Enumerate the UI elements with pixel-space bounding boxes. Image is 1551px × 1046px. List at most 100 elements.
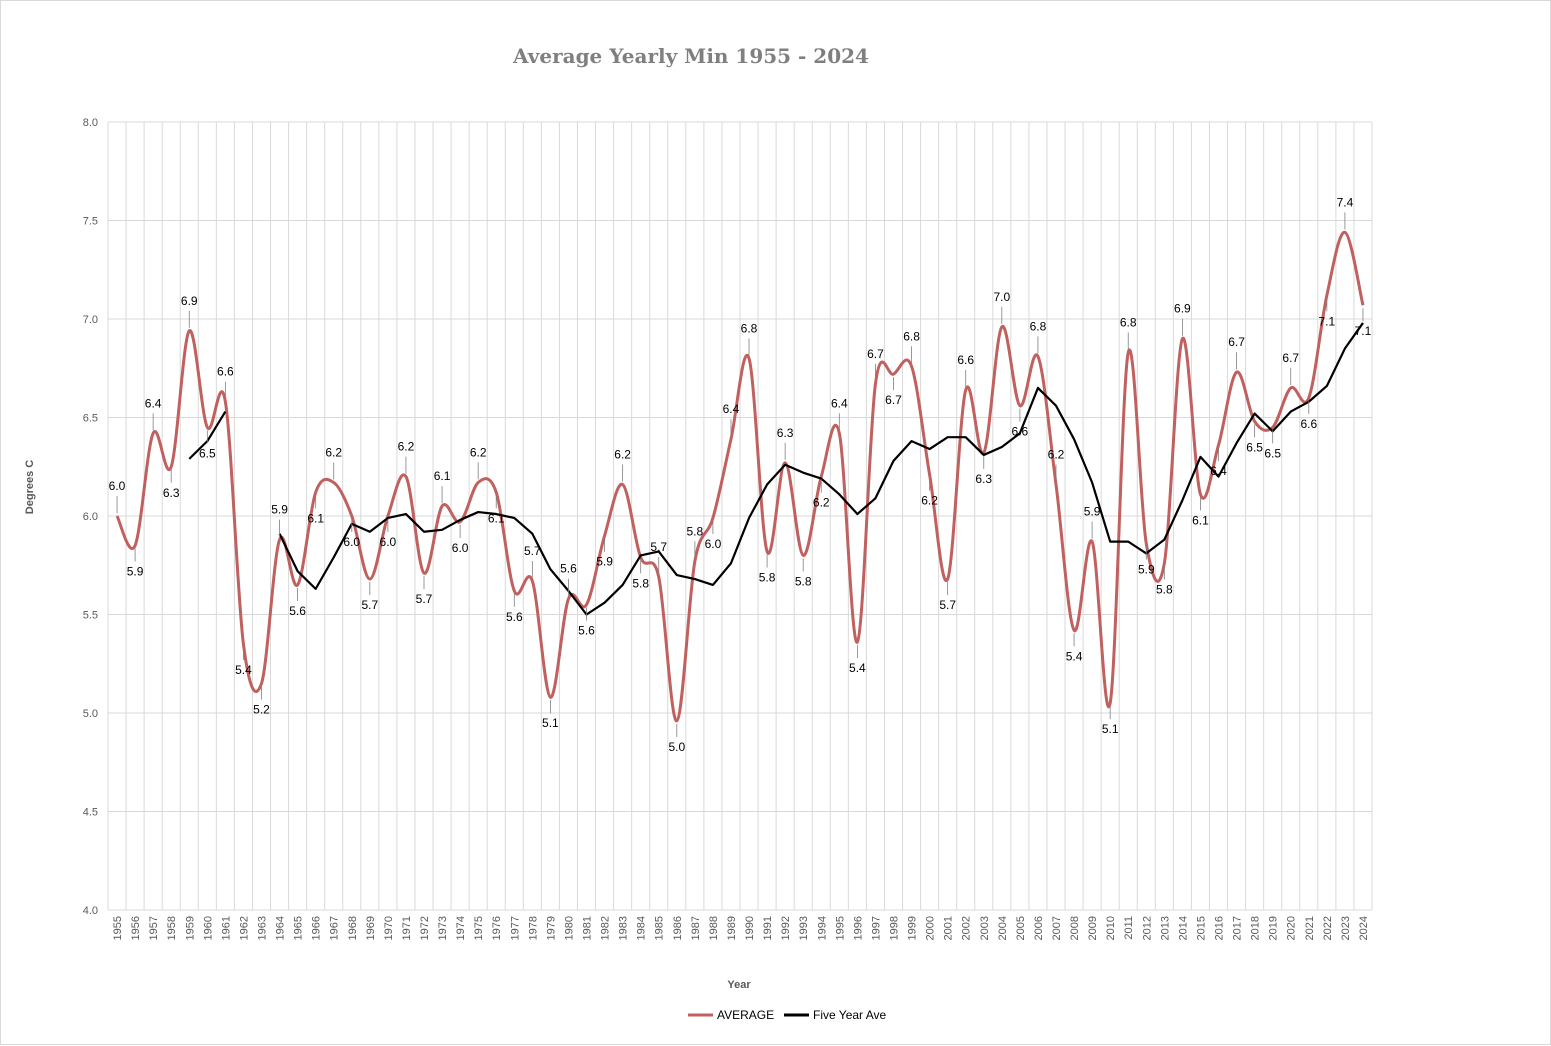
data-label: 6.8 bbox=[741, 321, 758, 335]
x-tick-label: 1956 bbox=[130, 916, 142, 940]
data-label: 5.9 bbox=[1084, 505, 1101, 519]
x-tick-label: 2017 bbox=[1232, 916, 1244, 940]
data-label: 5.6 bbox=[289, 604, 306, 618]
x-tick-label: 2006 bbox=[1033, 916, 1045, 940]
y-tick-label: 8.0 bbox=[83, 117, 98, 129]
series-line-average bbox=[115, 230, 1365, 723]
x-tick-label: 1978 bbox=[527, 916, 539, 940]
y-axis-title: Degrees C bbox=[24, 460, 36, 514]
data-label: 5.7 bbox=[524, 544, 541, 558]
x-tick-label: 1967 bbox=[329, 916, 341, 940]
data-label: 5.7 bbox=[416, 592, 433, 606]
data-label: 6.3 bbox=[163, 486, 180, 500]
x-tick-label: 2008 bbox=[1069, 916, 1081, 940]
x-tick-label: 1981 bbox=[582, 916, 594, 940]
data-label: 6.0 bbox=[109, 479, 126, 493]
data-label: 6.8 bbox=[1120, 315, 1137, 329]
x-tick-label: 1963 bbox=[256, 916, 268, 940]
x-tick-label: 1993 bbox=[798, 916, 810, 940]
data-label: 6.0 bbox=[705, 537, 722, 551]
x-tick-label: 2011 bbox=[1123, 916, 1135, 940]
data-label: 6.6 bbox=[1012, 425, 1029, 439]
data-label: 6.1 bbox=[434, 469, 451, 483]
data-label: 6.9 bbox=[1174, 302, 1191, 316]
data-label: 5.8 bbox=[632, 576, 649, 590]
data-label: 6.1 bbox=[488, 511, 505, 525]
x-tick-label: 1974 bbox=[455, 916, 467, 940]
x-tick-label: 2024 bbox=[1358, 916, 1370, 940]
gridlines bbox=[107, 121, 1373, 911]
x-tick-label: 1983 bbox=[618, 916, 630, 940]
data-label: 6.3 bbox=[777, 426, 794, 440]
x-tick-label: 2013 bbox=[1159, 916, 1171, 940]
data-label: 6.2 bbox=[470, 446, 487, 460]
y-tick-label: 4.5 bbox=[83, 807, 98, 819]
x-tick-label: 2004 bbox=[997, 916, 1009, 940]
data-label: 5.4 bbox=[1066, 649, 1083, 663]
x-tick-label: 1986 bbox=[672, 916, 684, 940]
data-label: 6.3 bbox=[975, 472, 992, 486]
y-tick-label: 7.5 bbox=[83, 216, 98, 228]
data-label: 6.6 bbox=[1300, 417, 1317, 431]
x-tick-label: 1999 bbox=[907, 916, 919, 940]
x-tick-label: 1965 bbox=[293, 916, 305, 940]
x-tick-label: 1991 bbox=[762, 916, 774, 940]
x-tick-label: 1996 bbox=[852, 916, 864, 940]
x-tick-label: 2019 bbox=[1268, 916, 1280, 940]
data-labels: 6.0 5.9 6.4 6.3 6.9 6.5 6.6 5.4 5.2 5.9 5.6 6.1 6.2 6… bbox=[109, 195, 1372, 754]
x-tick-label: 1964 bbox=[275, 916, 287, 940]
data-label: 5.4 bbox=[849, 661, 866, 675]
x-tick-label: 1961 bbox=[220, 916, 232, 940]
y-axis-ticks: 4.0 4.5 5.0 5.5 6.0 6.5 7.0 7.5 8.0 bbox=[83, 117, 98, 917]
x-tick-label: 1995 bbox=[834, 916, 846, 940]
x-tick-label: 2003 bbox=[979, 916, 991, 940]
x-tick-label: 1972 bbox=[419, 916, 431, 940]
x-tick-label: 1969 bbox=[365, 916, 377, 940]
data-label: 5.6 bbox=[578, 624, 595, 638]
x-tick-label: 2002 bbox=[961, 916, 973, 940]
data-label: 6.2 bbox=[813, 496, 830, 510]
data-label: 6.5 bbox=[1264, 446, 1281, 460]
x-tick-label: 2012 bbox=[1141, 916, 1153, 940]
data-label: 5.7 bbox=[361, 598, 378, 612]
data-label: 6.4 bbox=[145, 396, 162, 410]
y-tick-label: 5.0 bbox=[83, 708, 98, 720]
data-label: 5.1 bbox=[542, 716, 559, 730]
data-label: 5.1 bbox=[1102, 722, 1119, 736]
y-tick-label: 4.0 bbox=[83, 905, 98, 917]
x-tick-label: 2020 bbox=[1286, 916, 1298, 940]
x-tick-label: 1998 bbox=[888, 916, 900, 940]
data-label: 5.8 bbox=[687, 524, 704, 538]
x-tick-label: 1955 bbox=[112, 916, 124, 940]
x-tick-label: 1988 bbox=[708, 916, 720, 940]
data-label: 6.6 bbox=[957, 353, 974, 367]
data-label: 6.7 bbox=[1228, 335, 1245, 349]
data-label: 5.7 bbox=[939, 598, 956, 612]
data-label: 6.4 bbox=[723, 402, 740, 416]
x-tick-label: 1962 bbox=[238, 916, 250, 940]
data-label: 5.8 bbox=[1156, 582, 1173, 596]
legend-label-average: AVERAGE bbox=[717, 1008, 774, 1022]
x-tick-label: 1958 bbox=[166, 916, 178, 940]
data-label: 6.5 bbox=[1246, 440, 1263, 454]
data-label: 6.7 bbox=[1282, 351, 1299, 365]
x-tick-label: 1985 bbox=[654, 916, 666, 940]
x-tick-label: 1960 bbox=[202, 916, 214, 940]
data-label: 7.1 bbox=[1355, 324, 1372, 338]
x-tick-label: 2018 bbox=[1250, 916, 1262, 940]
x-tick-label: 1966 bbox=[311, 916, 323, 940]
y-tick-label: 7.0 bbox=[83, 314, 98, 326]
data-label: 5.9 bbox=[596, 555, 613, 569]
x-tick-label: 1976 bbox=[491, 916, 503, 940]
x-tick-label: 1979 bbox=[545, 916, 557, 940]
x-tick-label: 1990 bbox=[744, 916, 756, 940]
x-axis-title: Year bbox=[727, 979, 751, 991]
data-label: 5.0 bbox=[668, 740, 685, 754]
y-tick-label: 6.0 bbox=[83, 511, 98, 523]
x-tick-label: 2016 bbox=[1214, 916, 1226, 940]
data-label: 5.4 bbox=[235, 663, 252, 677]
data-label: 6.9 bbox=[181, 294, 198, 308]
x-tick-label: 1968 bbox=[347, 916, 359, 940]
data-label: 6.5 bbox=[199, 446, 216, 460]
x-tick-label: 2007 bbox=[1051, 916, 1063, 940]
